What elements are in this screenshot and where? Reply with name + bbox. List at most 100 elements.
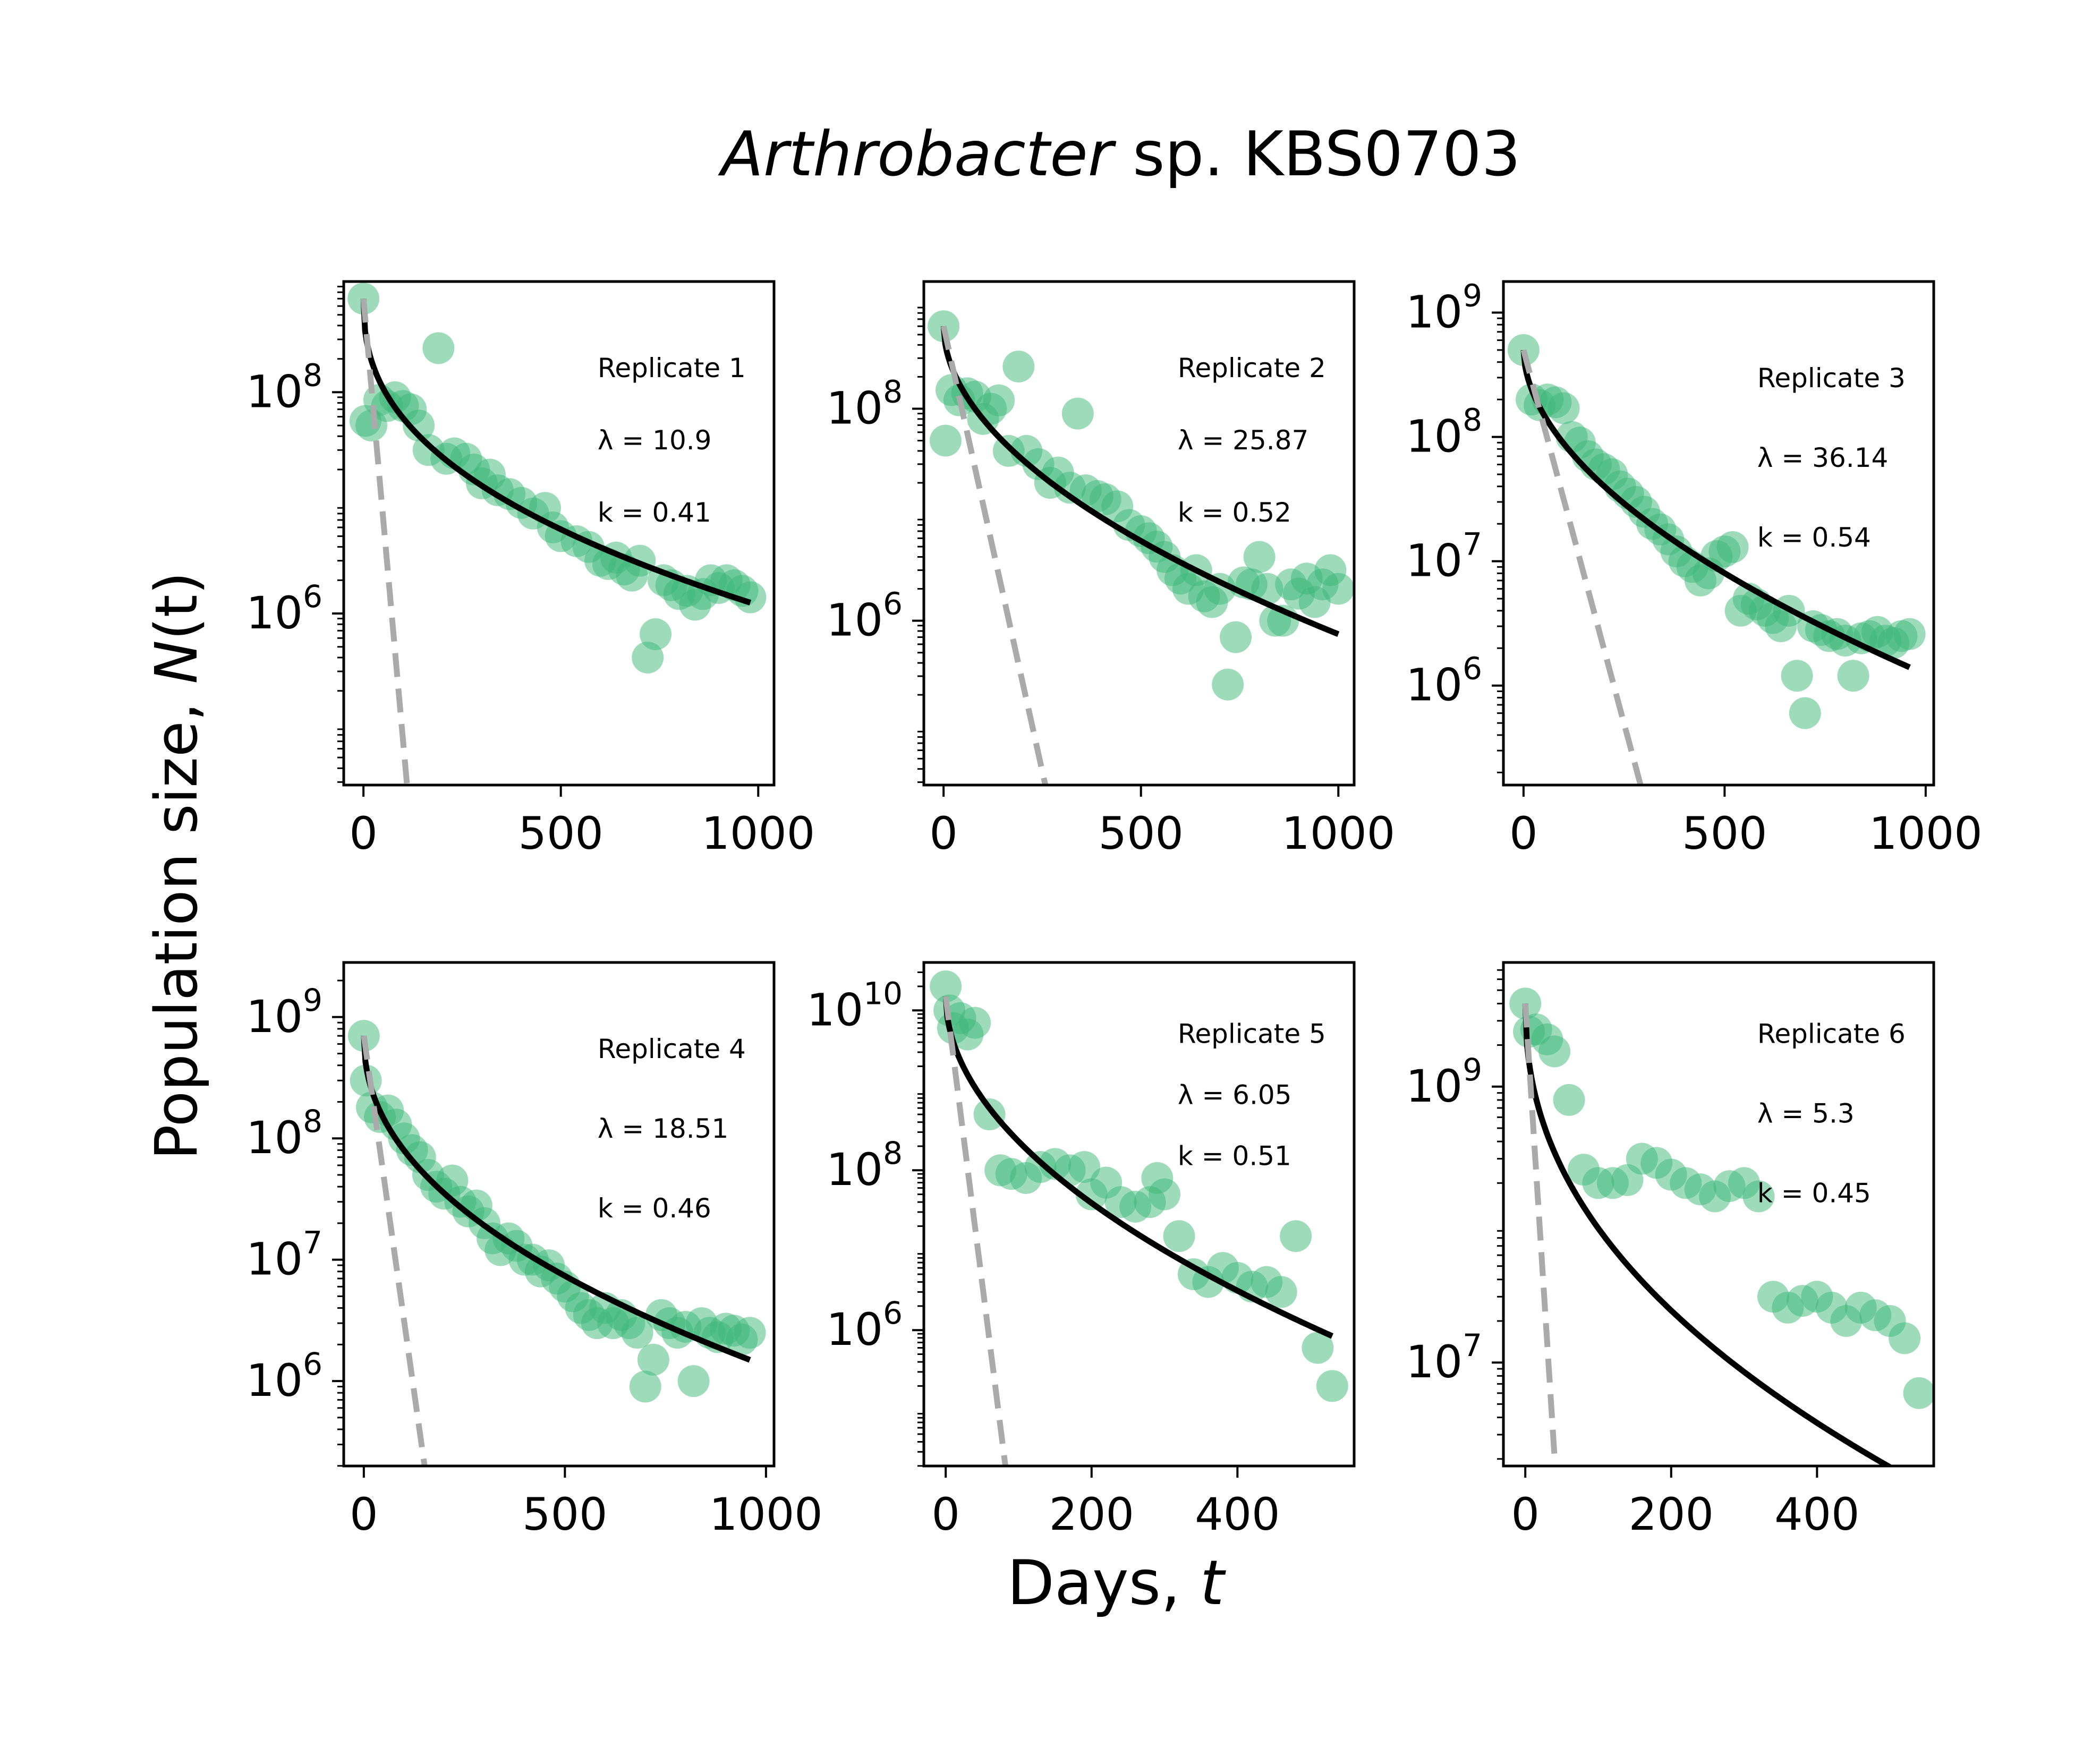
data-point [928, 310, 960, 343]
exponential-reference-line [1522, 1003, 1558, 1466]
y-tick-label: 106 [1406, 651, 1482, 711]
y-tick-label: 109 [1406, 1052, 1482, 1112]
data-point [1061, 397, 1094, 430]
axes-frame [342, 961, 776, 1468]
data-point [1903, 1377, 1934, 1409]
x-tick-label: 0 [1511, 1488, 1539, 1540]
axes-frame [922, 961, 1356, 1468]
y-tick-label: 106 [246, 1346, 322, 1406]
data-point [1302, 1332, 1334, 1364]
figure-title: Arthrobacter sp. KBS0703 [718, 118, 1521, 190]
x-tick-label: 500 [522, 1488, 607, 1540]
data-point [1265, 1276, 1297, 1308]
lambda-label: λ = 36.14 [1757, 442, 1888, 473]
x-tick-label: 1000 [709, 1488, 823, 1540]
data-point [1781, 660, 1813, 692]
data-point [1002, 351, 1035, 383]
plot-area [1509, 987, 1934, 1466]
data-point [621, 1317, 653, 1349]
data-point [1553, 1084, 1585, 1116]
x-axis-label: Days, t [1007, 1547, 1227, 1619]
y-axis-label-prefix: Population size, [142, 684, 210, 1160]
y-axis-label-var: N [142, 640, 210, 684]
x-tick-label: 200 [1629, 1488, 1714, 1540]
y-tick-label: 106 [246, 578, 322, 639]
subplot-1: 0 500 1000 106 108 Replicate 1 λ = 10.9 k = 0.4… [246, 280, 815, 859]
data-point [1163, 1220, 1195, 1252]
x-tick-label: 500 [518, 807, 603, 859]
subplot-3: 0 500 1000 106 107 108 109 Replicate 3 λ = 36.14… [1406, 278, 1983, 859]
y-tick-label: 109 [246, 982, 322, 1043]
data-point [930, 970, 962, 1002]
data-point [1509, 987, 1542, 1020]
y-tick-label: 106 [826, 1295, 903, 1356]
x-tick-label: 200 [1049, 1488, 1134, 1540]
k-label: k = 0.52 [1178, 497, 1291, 528]
replicate-label: Replicate 3 [1757, 363, 1906, 394]
data-point [959, 1007, 991, 1039]
axes-frame [1502, 280, 1935, 787]
replicate-label: Replicate 5 [1178, 1019, 1326, 1050]
k-label: k = 0.45 [1757, 1178, 1871, 1209]
x-tick-label: 0 [350, 1488, 378, 1540]
k-label: k = 0.41 [598, 497, 711, 528]
data-point [734, 1317, 766, 1349]
data-point [1149, 1178, 1181, 1211]
subplot-6: 0 200 400 107 109 Replicate 6 λ = 5.3 k = 0.45 [1406, 961, 1935, 1540]
subplot-5: 0 200 400 106 108 1010 Replicate 5 λ = 6.05 k = … [806, 961, 1356, 1540]
y-tick-label: 107 [246, 1225, 322, 1285]
data-point [1789, 697, 1821, 729]
data-point [1837, 660, 1869, 692]
y-tick-label: 108 [826, 373, 903, 434]
data-point [1251, 573, 1283, 605]
x-tick-label: 1000 [701, 807, 815, 859]
y-tick-label: 107 [1406, 1327, 1482, 1388]
y-tick-label: 108 [826, 1135, 903, 1196]
x-tick-label: 0 [929, 807, 957, 859]
weibull-fit-line [1522, 1003, 1894, 1466]
replicate-label: Replicate 4 [598, 1034, 746, 1064]
data-point [1280, 1220, 1312, 1252]
data-point [929, 424, 962, 457]
lambda-label: λ = 18.51 [598, 1113, 728, 1144]
y-tick-label: 106 [826, 586, 903, 646]
subplot-2: 0 500 1000 106 108 Replicate 2 λ = 25.87 k = 0.… [826, 280, 1395, 859]
exponential-reference-line [940, 326, 1049, 785]
y-tick-label: 1010 [806, 975, 903, 1036]
x-tick-label: 400 [1195, 1488, 1280, 1540]
y-tick-label: 108 [246, 1103, 322, 1164]
x-tick-label: 500 [1682, 807, 1767, 859]
data-point [640, 618, 672, 651]
data-point [422, 332, 455, 364]
replicate-label: Replicate 6 [1757, 1019, 1906, 1050]
data-point [1716, 531, 1749, 563]
exponential-reference-line [360, 298, 410, 785]
replicate-label: Replicate 2 [1178, 353, 1326, 383]
y-axis-label-suffix: (t) [142, 572, 210, 640]
weibull-fit-line [942, 996, 1333, 1339]
axes-frame [1502, 961, 1935, 1468]
data-point [1742, 1180, 1775, 1213]
data-point [1548, 392, 1580, 424]
plot-area [930, 970, 1348, 1466]
x-tick-label: 1000 [1869, 807, 1983, 859]
data-point [734, 581, 767, 613]
data-point [1889, 1322, 1921, 1354]
plot-area [1507, 334, 1926, 785]
lambda-label: λ = 10.9 [598, 425, 712, 456]
x-tick-label: 0 [1509, 807, 1537, 859]
x-tick-label: 400 [1774, 1488, 1859, 1540]
k-label: k = 0.54 [1757, 522, 1871, 553]
subplot-4: 0 500 1000 106 107 108 109 Replicate 4 λ = 18.51… [246, 961, 823, 1540]
x-tick-label: 1000 [1281, 807, 1395, 859]
exponential-reference-line [361, 1035, 428, 1466]
data-point [347, 1020, 380, 1052]
y-tick-label: 107 [1406, 526, 1482, 587]
data-point [1507, 334, 1540, 366]
k-label: k = 0.51 [1178, 1141, 1291, 1172]
data-point [1538, 1035, 1571, 1068]
x-tick-label: 0 [931, 1488, 959, 1540]
figure-title-rest: sp. KBS0703 [1113, 118, 1520, 190]
x-tick-label: 0 [349, 807, 377, 859]
